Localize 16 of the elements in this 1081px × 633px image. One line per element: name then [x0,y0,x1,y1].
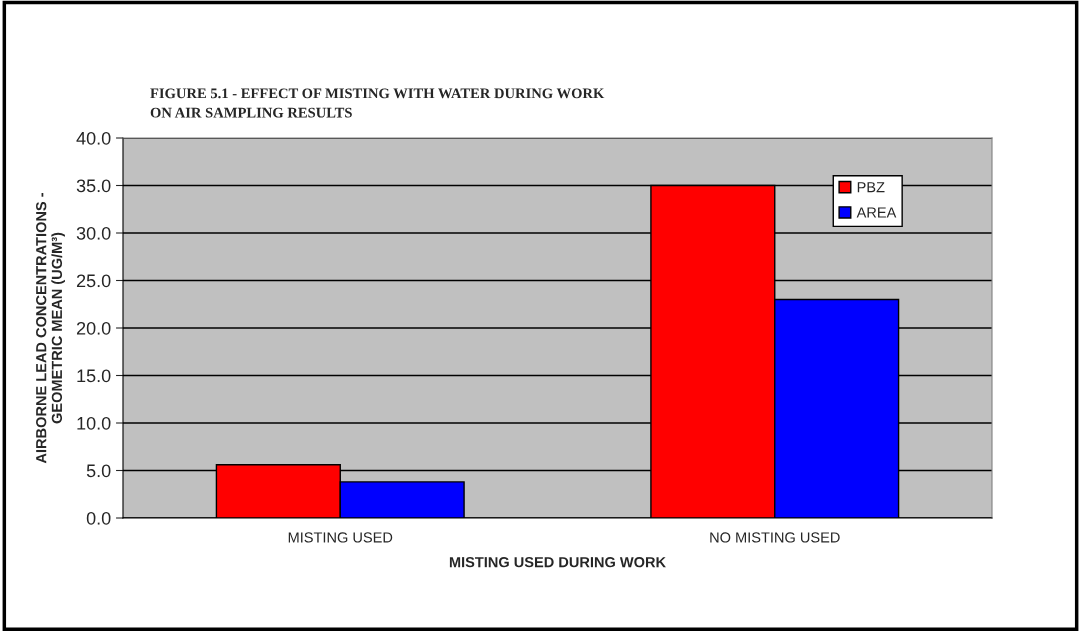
x-axis-title: MISTING USED DURING WORK [449,556,666,568]
y-tick-label: 40.0 [76,131,111,145]
y-tick-label: 35.0 [76,179,111,193]
y-tick-label: 30.0 [76,226,111,240]
x-tick-label: NO MISTING USED [710,532,840,543]
legend-label: PBZ [857,182,885,193]
y-tick-label: 25.0 [76,274,111,288]
y-tick-label: 15.0 [77,369,111,383]
y-tick-label: 20.0 [76,321,111,335]
y-tick-label: 5.0 [86,464,111,478]
y-tick-label: 0.0 [86,511,111,525]
legend-label: AREA [856,207,897,218]
x-tick-label: MISTING USED [288,532,393,543]
y-axis-title: AIRBORNE LEAD CONCENTRATIONS - GEOMETRIC MEAN (UG/M³) [36,193,65,464]
y-tick-label: 10.0 [77,416,111,430]
chart-title: FIGURE 5.1 - EFFECT OF MISTING WITH WATER DURING WORK ON AIR SAMPLING RESULTS [150,88,605,118]
